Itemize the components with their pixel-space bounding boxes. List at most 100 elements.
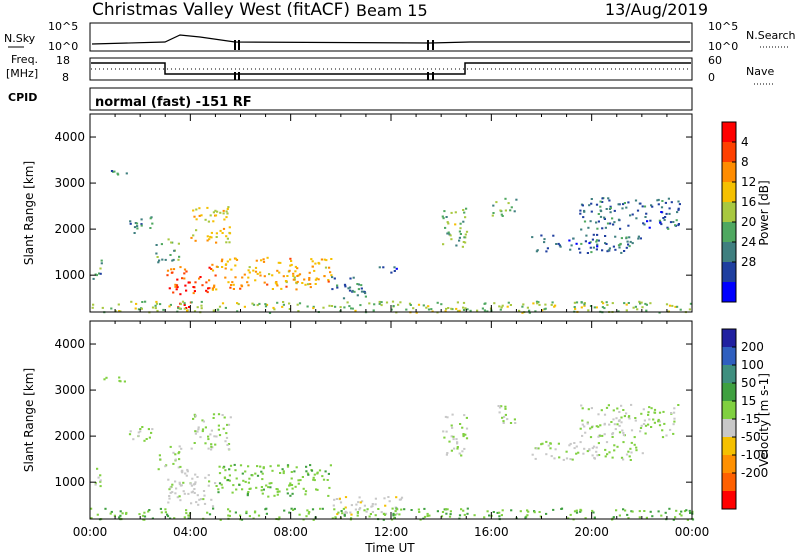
power-ylabel: Slant Range [km] [22, 161, 36, 265]
data-cell [210, 429, 213, 432]
data-cell [244, 480, 247, 483]
data-cell [220, 260, 223, 263]
data-cell [222, 227, 226, 230]
data-cell [597, 213, 600, 215]
data-cell [641, 452, 644, 455]
data-cell [230, 284, 233, 286]
data-cell [207, 438, 210, 441]
data-cell [492, 212, 495, 214]
data-cell [301, 476, 304, 478]
data-cell [267, 486, 270, 489]
data-cell [583, 425, 586, 428]
data-cell [229, 464, 233, 467]
data-cell [488, 514, 491, 517]
data-cell [214, 209, 217, 212]
data-cell [422, 304, 425, 307]
data-cell [263, 275, 266, 278]
data-cell [395, 496, 398, 499]
data-cell [298, 273, 302, 276]
data-cell [222, 212, 225, 215]
data-cell [350, 504, 353, 507]
data-cell [281, 305, 284, 308]
data-cell [672, 423, 675, 426]
colorbar-tick-label: 15 [741, 394, 756, 408]
data-cell [476, 309, 479, 312]
data-cell [193, 310, 197, 313]
data-cell [625, 246, 628, 249]
data-cell [390, 308, 393, 311]
data-cell [233, 463, 236, 466]
data-cell [579, 441, 582, 444]
data-cell [669, 221, 673, 224]
data-cell [365, 510, 368, 513]
data-cell [631, 242, 634, 245]
data-cell [208, 266, 211, 269]
data-cell [390, 271, 393, 274]
data-cell [524, 516, 527, 519]
data-cell [395, 267, 398, 270]
data-cell [223, 477, 227, 480]
data-cell [135, 302, 138, 305]
data-cell [452, 435, 455, 438]
data-cell [262, 260, 266, 263]
data-cell [247, 269, 250, 272]
data-cell [547, 444, 550, 447]
data-cell [623, 202, 626, 204]
data-cell [195, 208, 198, 211]
data-cell [436, 510, 439, 513]
data-cell [285, 285, 288, 288]
data-cell [217, 413, 221, 416]
data-cell [506, 305, 509, 308]
data-cell [631, 213, 634, 216]
data-cell [575, 452, 578, 455]
data-cell [427, 305, 430, 308]
data-cell [196, 430, 199, 433]
data-cell [645, 309, 648, 312]
data-cell [207, 474, 210, 477]
data-cell [442, 217, 445, 220]
data-cell [537, 301, 540, 304]
y-tick-label: 1000 [54, 475, 85, 489]
data-cell [539, 515, 542, 518]
data-cell [537, 447, 540, 450]
data-cell [260, 259, 263, 262]
data-cell [473, 514, 476, 517]
data-cell [580, 301, 583, 304]
data-cell [183, 304, 186, 306]
data-cell [209, 433, 212, 436]
data-cell [631, 510, 634, 513]
data-cell [231, 281, 234, 284]
data-cell [603, 433, 606, 436]
data-cell [622, 431, 625, 434]
data-cell [262, 466, 265, 469]
data-cell [374, 497, 377, 500]
data-cell [628, 236, 631, 239]
data-cell [172, 291, 175, 294]
data-cell [198, 214, 201, 217]
data-cell [184, 284, 187, 287]
data-cell [271, 274, 274, 277]
data-cell [331, 517, 334, 520]
data-cell [271, 469, 274, 472]
data-cell [540, 443, 543, 446]
data-cell [284, 280, 288, 282]
data-cell [306, 283, 310, 286]
data-cell [264, 303, 267, 306]
data-cell [617, 203, 620, 206]
data-cell [177, 466, 180, 469]
data-cell [447, 307, 450, 309]
data-cell [143, 518, 146, 521]
data-cell [513, 418, 516, 421]
data-cell [176, 278, 179, 281]
data-cell [608, 199, 611, 202]
data-cell [607, 197, 610, 200]
data-cell [648, 418, 651, 421]
data-cell [304, 493, 307, 496]
data-cell [440, 303, 443, 306]
data-cell [176, 496, 179, 499]
data-cell [645, 212, 648, 215]
data-cell [583, 209, 586, 212]
data-cell [316, 488, 319, 491]
data-cell [168, 488, 171, 491]
data-cell [273, 494, 276, 497]
